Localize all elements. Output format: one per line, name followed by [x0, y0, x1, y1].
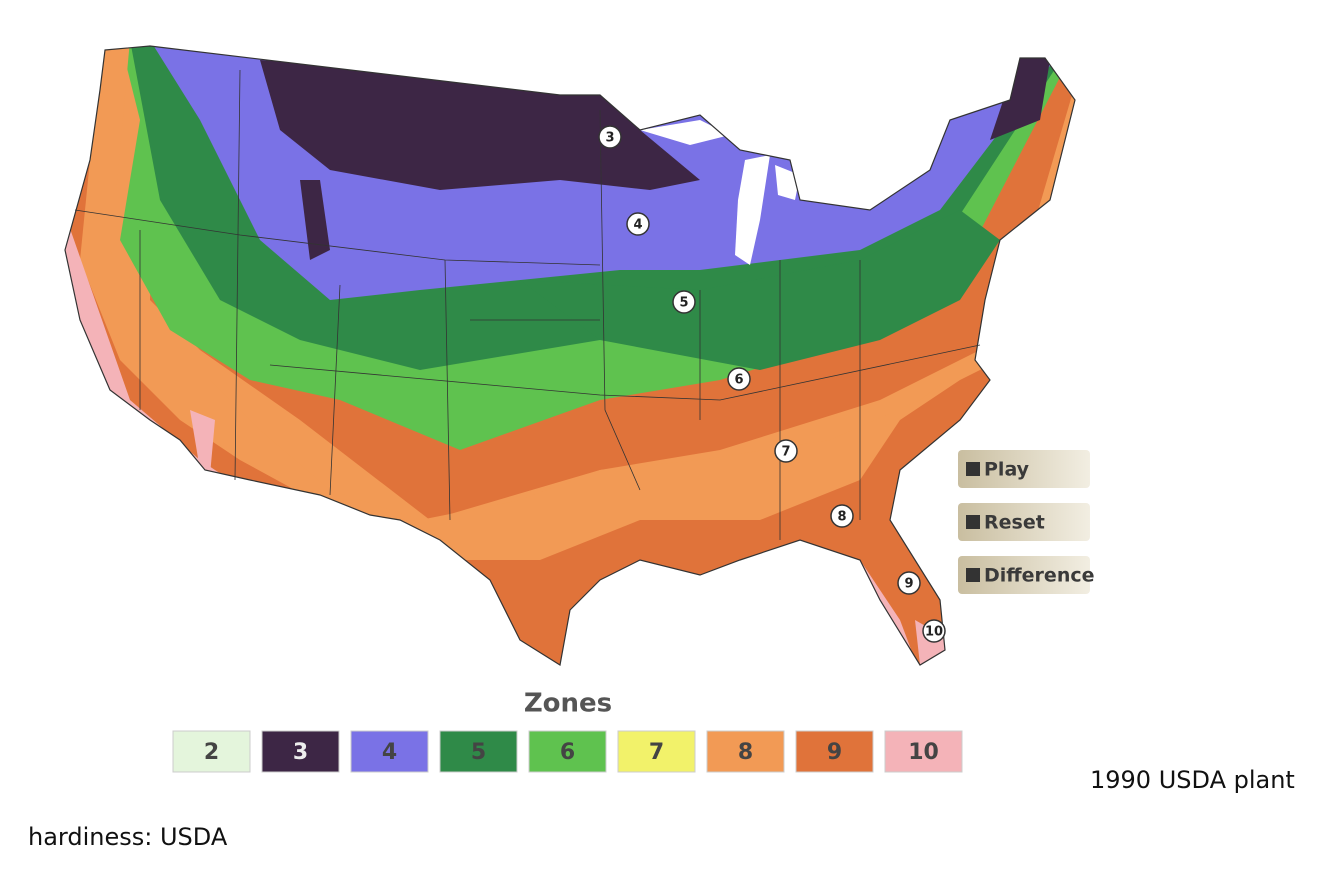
- legend-label: 5: [471, 740, 486, 765]
- marker-label: 3: [605, 131, 614, 146]
- control-button[interactable]: Reset: [958, 503, 1090, 541]
- legend-label: 6: [560, 740, 575, 765]
- legend-label: 7: [649, 740, 664, 765]
- button-label[interactable]: Play: [984, 459, 1030, 481]
- zone-marker: 4: [626, 212, 650, 236]
- legend-swatch: [795, 730, 874, 773]
- button-face[interactable]: [958, 503, 1090, 541]
- lake: [640, 120, 730, 145]
- button-face[interactable]: [958, 556, 1090, 594]
- legend-swatch: [884, 730, 963, 773]
- caption: hardiness: USDA: [28, 823, 228, 851]
- marker-label: 10: [925, 625, 943, 640]
- marker-label: 8: [837, 510, 846, 525]
- zone-marker: 6: [727, 367, 751, 391]
- marker-label: 6: [734, 373, 743, 388]
- marker-circle: [922, 619, 946, 643]
- marker-label: 5: [679, 296, 688, 311]
- zone-region: [520, 210, 1000, 370]
- legend-label: 9: [827, 740, 842, 765]
- legend-swatch: [350, 730, 429, 773]
- button-label[interactable]: Difference: [984, 565, 1095, 587]
- us-outline: [64, 45, 1076, 666]
- state-borders: [74, 69, 981, 540]
- marker-label: 9: [904, 577, 913, 592]
- zone-region: [990, 50, 1050, 140]
- button-face[interactable]: [958, 450, 1090, 488]
- marker-label: 4: [633, 218, 642, 233]
- button-icon[interactable]: [966, 462, 980, 476]
- legend-swatch: [528, 730, 607, 773]
- legend-swatch: [706, 730, 785, 773]
- lake: [735, 155, 770, 265]
- zone-marker: 8: [830, 504, 854, 528]
- legend: 2 3 4 5 6 7 8 9 10: [172, 730, 963, 773]
- legend-label: 4: [382, 740, 397, 765]
- legend-label: 2: [204, 740, 219, 765]
- legend-label: 10: [908, 740, 939, 765]
- zone-marker: 9: [897, 571, 921, 595]
- zone-marker: 5: [672, 290, 696, 314]
- caption: 1990 USDA plant: [1090, 766, 1295, 794]
- legend-swatch: [261, 730, 340, 773]
- legend-title: Zones: [524, 689, 612, 719]
- marker-circle: [897, 571, 921, 595]
- legend-swatch: [617, 730, 696, 773]
- marker-circle: [598, 125, 622, 149]
- control-button[interactable]: Play: [958, 450, 1090, 488]
- legend-label: 8: [738, 740, 753, 765]
- control-button[interactable]: Difference: [958, 556, 1095, 594]
- zone-marker: 7: [774, 439, 798, 463]
- button-label[interactable]: Reset: [984, 512, 1045, 534]
- zone-region: [300, 180, 330, 260]
- border: [139, 69, 641, 521]
- border: [74, 209, 601, 266]
- legend-swatch: [172, 730, 251, 773]
- marker-circle: [774, 439, 798, 463]
- border: [269, 260, 981, 540]
- controls: Play Reset Difference: [958, 450, 1095, 594]
- marker-circle: [727, 367, 751, 391]
- zone-marker: 10: [922, 619, 946, 643]
- button-icon[interactable]: [966, 515, 980, 529]
- zone-markers: 3 4 5 6 7 8 9 10: [598, 125, 946, 643]
- legend-swatch: [439, 730, 518, 773]
- marker-label: 7: [781, 445, 790, 460]
- zone-region: [190, 410, 215, 475]
- button-icon[interactable]: [966, 568, 980, 582]
- zone-marker: 3: [598, 125, 622, 149]
- marker-circle: [626, 212, 650, 236]
- marker-circle: [830, 504, 854, 528]
- marker-circle: [672, 290, 696, 314]
- legend-label: 3: [293, 740, 308, 765]
